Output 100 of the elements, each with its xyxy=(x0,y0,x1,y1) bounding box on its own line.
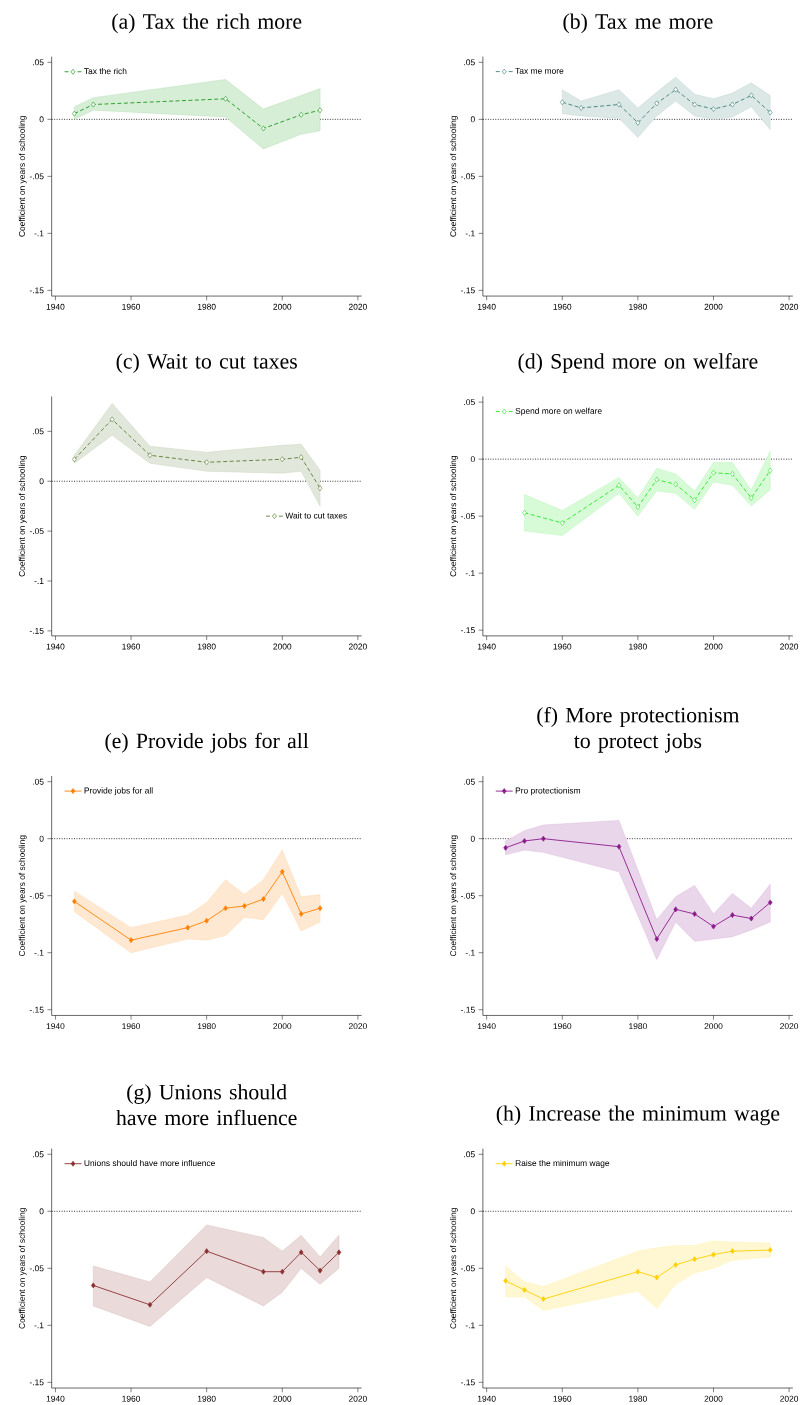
point xyxy=(204,917,209,924)
y-tick-label: -.05 xyxy=(460,892,475,899)
point xyxy=(692,101,697,108)
point xyxy=(280,456,285,463)
point xyxy=(298,911,304,917)
x-tick-label: 1960 xyxy=(122,1395,141,1402)
y-axis-title: Coefficient on years of schooling xyxy=(18,835,27,956)
y-axis-title: Coefficient on years of schooling xyxy=(449,1208,458,1329)
point xyxy=(749,92,754,99)
point xyxy=(654,100,659,107)
point xyxy=(522,838,527,844)
point xyxy=(711,923,716,930)
point xyxy=(90,1282,96,1289)
chart-title: (g) Unions should have more influence xyxy=(116,1084,297,1126)
x-tick-label: 1980 xyxy=(629,1395,647,1402)
chart-title: (c) Wait to cut taxes xyxy=(116,353,297,374)
y-axis-title: Coefficient on years of schooling xyxy=(449,116,458,237)
point xyxy=(242,903,247,909)
y-tick-label: -.1 xyxy=(465,949,475,956)
y-tick-label: -.1 xyxy=(34,949,44,956)
point xyxy=(185,924,190,931)
legend-label: Provide jobs for all xyxy=(84,787,153,796)
y-tick-label: -.05 xyxy=(29,173,44,180)
point xyxy=(503,844,508,851)
y-tick-label: -.15 xyxy=(460,627,475,634)
x-tick-label: 1980 xyxy=(197,643,216,650)
y-tick-label: .05 xyxy=(32,59,44,66)
point xyxy=(336,1249,342,1256)
y-tick-label: 0 xyxy=(470,116,475,123)
x-tick-label: 2020 xyxy=(780,1395,799,1402)
point xyxy=(261,1268,266,1275)
point xyxy=(654,476,659,483)
x-tick-label: 1960 xyxy=(122,1023,141,1030)
y-tick-label: -.05 xyxy=(29,892,44,899)
point xyxy=(559,99,565,106)
chart-title: (d) Spend more on welfare xyxy=(518,353,758,374)
point xyxy=(541,835,546,842)
point xyxy=(298,111,304,118)
point xyxy=(767,109,773,116)
x-tick-label: 1940 xyxy=(477,1395,496,1402)
y-tick-label: -.1 xyxy=(465,230,475,237)
y-tick-label: -.05 xyxy=(460,1265,475,1272)
x-tick-label: 1940 xyxy=(477,643,496,650)
y-tick-label: .05 xyxy=(32,1151,44,1158)
y-tick-label: -.15 xyxy=(460,1379,475,1386)
point xyxy=(616,843,622,850)
point xyxy=(72,110,77,117)
y-axis-title: Coefficient on years of schooling xyxy=(449,455,458,577)
x-tick-label: 1980 xyxy=(629,643,647,650)
chart-title: (e) Provide jobs for all xyxy=(105,732,309,753)
point xyxy=(72,898,77,905)
y-tick-label: 0 xyxy=(39,1208,44,1215)
y-axis-title: Coefficient on years of schooling xyxy=(18,1208,27,1329)
x-tick-label: 1940 xyxy=(477,1023,496,1030)
y-tick-label: 0 xyxy=(470,456,475,463)
x-tick-label: 2020 xyxy=(780,1023,799,1030)
point xyxy=(692,911,697,917)
x-tick-label: 1940 xyxy=(46,303,65,310)
point xyxy=(261,896,266,902)
point xyxy=(147,452,153,459)
point xyxy=(90,101,96,108)
y-tick-label: -.1 xyxy=(465,570,475,577)
point xyxy=(673,1262,678,1268)
point xyxy=(749,495,754,501)
y-tick-label: 0 xyxy=(39,116,44,123)
y-axis-title: Coefficient on years of schooling xyxy=(18,455,27,577)
y-tick-label: -.1 xyxy=(34,230,44,237)
y-tick-label: 0 xyxy=(470,1208,475,1215)
x-tick-label: 2020 xyxy=(348,1023,367,1030)
x-tick-label: 1980 xyxy=(197,1395,216,1402)
point xyxy=(317,107,323,114)
x-tick-label: 2000 xyxy=(273,1023,292,1030)
point xyxy=(730,912,735,918)
point xyxy=(616,101,622,108)
point xyxy=(280,868,285,875)
point xyxy=(711,1251,716,1258)
point xyxy=(223,905,228,912)
chart-title: (a) Tax the rich more xyxy=(112,13,302,34)
x-tick-label: 2020 xyxy=(348,1395,367,1402)
x-tick-label: 1960 xyxy=(553,1023,572,1030)
x-tick-label: 2020 xyxy=(780,303,799,310)
y-tick-label: -.05 xyxy=(460,513,475,520)
point xyxy=(673,906,678,913)
point xyxy=(692,497,697,504)
point xyxy=(635,1268,641,1275)
point xyxy=(522,1287,527,1293)
x-tick-label: 2020 xyxy=(780,643,799,650)
legend-label: Raise the minimum wage xyxy=(515,1159,610,1168)
point xyxy=(616,482,622,489)
x-tick-label: 1940 xyxy=(46,1395,65,1402)
point xyxy=(317,905,323,912)
point xyxy=(298,1249,304,1256)
point xyxy=(559,520,565,526)
point xyxy=(280,1268,285,1275)
x-tick-label: 2000 xyxy=(704,1023,723,1030)
x-tick-label: 1940 xyxy=(46,643,65,650)
point xyxy=(147,1301,153,1308)
y-tick-label: -.15 xyxy=(29,1379,44,1386)
y-tick-label: -.15 xyxy=(460,1006,475,1013)
y-tick-label: -.05 xyxy=(29,528,44,535)
